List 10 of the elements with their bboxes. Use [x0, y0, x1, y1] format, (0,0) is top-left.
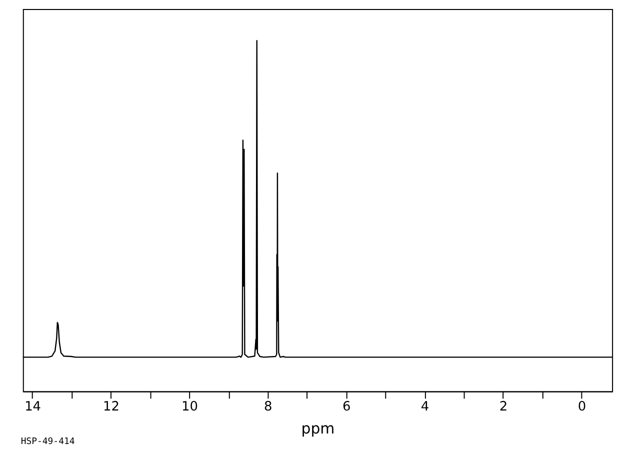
- x-tick-label: 14: [24, 400, 42, 415]
- x-tick-label: 6: [342, 400, 351, 415]
- x-axis-title: ppm: [301, 419, 335, 438]
- x-tick-label: 4: [420, 400, 430, 415]
- text: HSP-49-414: [20, 436, 75, 447]
- x-tick-label: 0: [578, 400, 586, 415]
- x-tick-label: 12: [103, 400, 120, 415]
- x-tick-label: 8: [264, 400, 272, 415]
- x-tick-label: 10: [181, 400, 198, 415]
- x-tick-label: 2: [499, 400, 508, 415]
